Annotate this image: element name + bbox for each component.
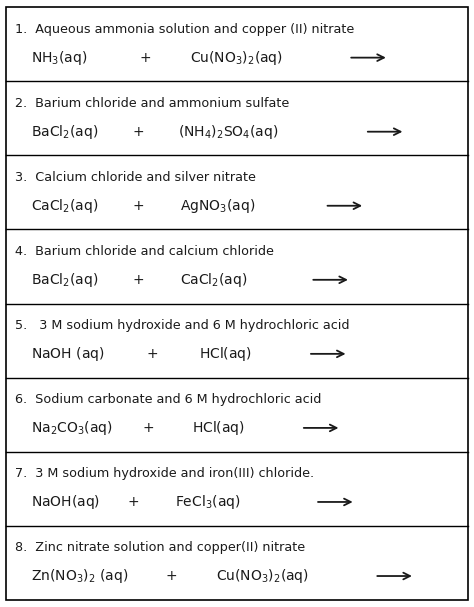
Text: $\mathrm{NaOH(aq)}$: $\mathrm{NaOH(aq)}$: [31, 493, 100, 511]
Text: +: +: [128, 495, 140, 509]
Text: $\mathrm{(NH_4)_2SO_4(aq)}$: $\mathrm{(NH_4)_2SO_4(aq)}$: [178, 123, 278, 141]
Text: $\mathrm{NH_3(aq)}$: $\mathrm{NH_3(aq)}$: [31, 49, 87, 67]
Text: $\mathrm{CaCl_2(aq)}$: $\mathrm{CaCl_2(aq)}$: [31, 197, 98, 215]
Text: 6.  Sodium carbonate and 6 M hydrochloric acid: 6. Sodium carbonate and 6 M hydrochloric…: [15, 393, 321, 406]
Text: $\mathrm{BaCl_2(aq)}$: $\mathrm{BaCl_2(aq)}$: [31, 123, 98, 141]
Text: 1.  Aqueous ammonia solution and copper (II) nitrate: 1. Aqueous ammonia solution and copper (…: [15, 23, 355, 36]
Text: +: +: [166, 569, 178, 583]
Text: $\mathrm{NaOH\ (aq)}$: $\mathrm{NaOH\ (aq)}$: [31, 345, 104, 363]
Text: 8.  Zinc nitrate solution and copper(II) nitrate: 8. Zinc nitrate solution and copper(II) …: [15, 541, 305, 554]
Text: 4.  Barium chloride and calcium chloride: 4. Barium chloride and calcium chloride: [15, 245, 274, 258]
Text: $\mathrm{Zn(NO_3)_2\ (aq)}$: $\mathrm{Zn(NO_3)_2\ (aq)}$: [31, 567, 128, 585]
Text: 3.  Calcium chloride and silver nitrate: 3. Calcium chloride and silver nitrate: [15, 171, 256, 184]
Text: 5.   3 M sodium hydroxide and 6 M hydrochloric acid: 5. 3 M sodium hydroxide and 6 M hydrochl…: [15, 319, 350, 332]
Text: +: +: [147, 347, 159, 361]
Text: $\mathrm{BaCl_2(aq)}$: $\mathrm{BaCl_2(aq)}$: [31, 271, 98, 289]
Text: $\mathrm{Cu(NO_3)_2(aq)}$: $\mathrm{Cu(NO_3)_2(aq)}$: [190, 49, 283, 67]
Text: +: +: [142, 421, 154, 435]
Text: $\mathrm{HCl(aq)}$: $\mathrm{HCl(aq)}$: [192, 419, 245, 437]
Text: $\mathrm{AgNO_3(aq)}$: $\mathrm{AgNO_3(aq)}$: [180, 197, 255, 215]
Text: $\mathrm{HCl(aq)}$: $\mathrm{HCl(aq)}$: [199, 345, 252, 363]
Text: +: +: [133, 198, 145, 212]
Text: 2.  Barium chloride and ammonium sulfate: 2. Barium chloride and ammonium sulfate: [15, 97, 290, 110]
Text: +: +: [140, 50, 152, 64]
Text: $\mathrm{CaCl_2(aq)}$: $\mathrm{CaCl_2(aq)}$: [180, 271, 247, 289]
Text: $\mathrm{Cu(NO_3)_2(aq)}$: $\mathrm{Cu(NO_3)_2(aq)}$: [216, 567, 309, 585]
Text: 7.  3 M sodium hydroxide and iron(III) chloride.: 7. 3 M sodium hydroxide and iron(III) ch…: [15, 467, 314, 480]
Text: +: +: [133, 124, 145, 138]
Text: $\mathrm{Na_2CO_3(aq)}$: $\mathrm{Na_2CO_3(aq)}$: [31, 419, 113, 437]
Text: +: +: [133, 273, 145, 287]
Text: $\mathrm{FeCl_3(aq)}$: $\mathrm{FeCl_3(aq)}$: [175, 493, 241, 511]
